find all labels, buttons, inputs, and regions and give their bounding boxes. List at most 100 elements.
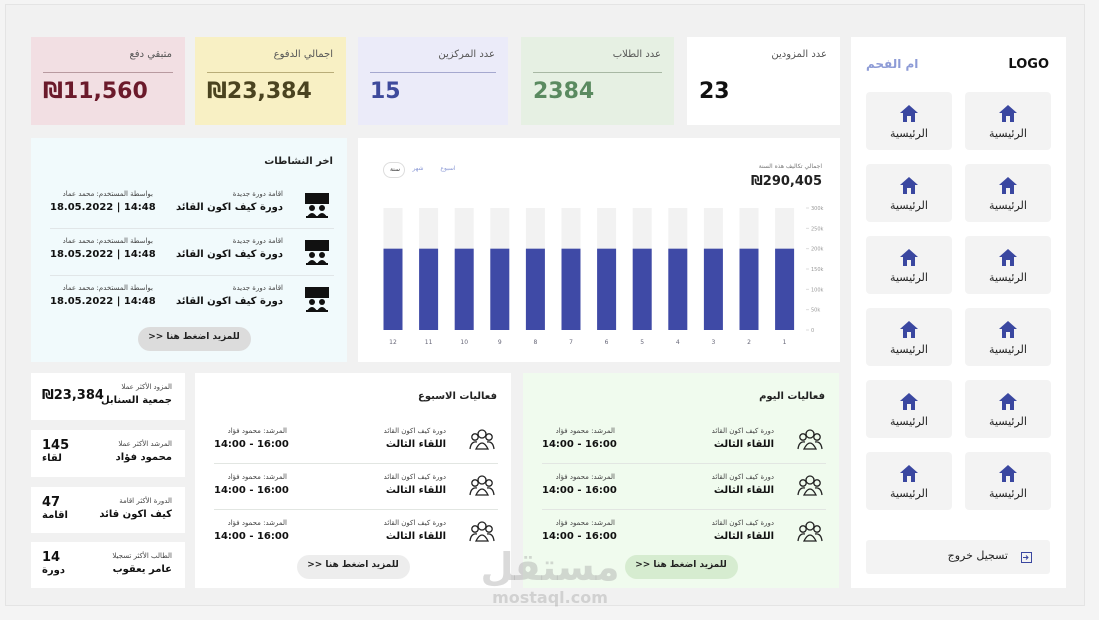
event-session: اللقاء الثالث — [385, 439, 446, 450]
event-session: اللقاء الثالث — [713, 439, 774, 450]
nav-label: الرئيسية — [890, 127, 928, 140]
activity-type: اقامة دورة جديدة — [232, 237, 283, 245]
event-session: اللقاء الثالث — [385, 531, 446, 542]
divider — [542, 463, 826, 464]
stat-label: عدد الطلاب — [612, 49, 661, 60]
home-icon — [900, 321, 918, 338]
period-tab[interactable]: اسبوع — [437, 162, 459, 178]
activity-user: بواسطة المستخدم: محمد عماد — [62, 190, 153, 198]
x-tick-label: 6 — [605, 339, 609, 346]
top-name: محمود فؤاد — [115, 452, 172, 463]
stat-value: 2384 — [533, 79, 595, 104]
event-session: اللقاء الثالث — [385, 485, 446, 496]
nav-label: الرئيسية — [890, 415, 928, 428]
bar — [419, 248, 439, 330]
divider — [50, 228, 334, 229]
home-icon — [900, 105, 918, 122]
x-tick-label: 1 — [783, 339, 787, 346]
logout-label: تسجيل خروج — [947, 549, 1008, 562]
event-mentor: المرشد: محمود فؤاد — [227, 427, 287, 435]
activity-course: دورة كيف اكون القائد — [176, 296, 283, 307]
more-button[interactable]: للمزيد اضغط هنا << — [138, 327, 251, 351]
city: ام الفحم — [866, 57, 919, 71]
watermark-en: mostaql.com — [492, 588, 608, 607]
nav-label: الرئيسية — [989, 199, 1027, 212]
top-label: الطالب الأكثر تسجيلا — [112, 552, 172, 560]
bar — [597, 248, 617, 330]
period-label: شهر — [412, 165, 424, 172]
activity-icon — [305, 193, 329, 218]
x-tick-label: 4 — [676, 339, 680, 346]
x-tick-label: 12 — [389, 339, 397, 346]
events-title: فعاليات الاسبوع — [418, 391, 497, 402]
logout-button[interactable]: تسجيل خروج — [866, 540, 1050, 574]
top-value: ₪23,384 — [42, 388, 104, 403]
stat-card: اجمالي الدفوع ₪23,384 — [195, 37, 346, 125]
event-course: دورة كيف اكون القائد — [383, 519, 446, 527]
y-tick-label: 100k — [811, 287, 824, 293]
more-button[interactable]: للمزيد اضغط هنا << — [625, 555, 738, 579]
nav-button[interactable]: الرئيسية — [965, 452, 1051, 510]
nav-button[interactable]: الرئيسية — [965, 308, 1051, 366]
home-icon — [999, 321, 1017, 338]
bar — [561, 248, 581, 330]
period-tab[interactable]: شهر — [407, 162, 429, 178]
stat-value: ₪11,560 — [43, 79, 148, 104]
period-tab[interactable]: سنة — [383, 162, 405, 178]
stat-divider — [699, 72, 828, 73]
activity-datetime: 18.05.2022 | 14:48 — [50, 249, 156, 260]
nav-label: الرئيسية — [989, 415, 1027, 428]
stat-card: عدد الطلاب 2384 — [521, 37, 674, 125]
top-card: المرشد الأكثر عملا محمود فؤاد 145 لقاء — [31, 430, 185, 477]
divider — [214, 463, 498, 464]
group-icon — [797, 475, 823, 496]
home-icon — [999, 393, 1017, 410]
chart-title: اجمالي تكاليف هذه السنة — [758, 163, 822, 170]
nav-button[interactable]: الرئيسية — [965, 236, 1051, 294]
event-course: دورة كيف اكون القائد — [383, 473, 446, 481]
nav-label: الرئيسية — [890, 487, 928, 500]
stat-divider — [207, 72, 334, 73]
nav-label: الرئيسية — [890, 343, 928, 356]
nav-label: الرئيسية — [989, 127, 1027, 140]
home-icon — [900, 249, 918, 266]
nav-button[interactable]: الرئيسية — [866, 92, 952, 150]
x-tick-label: 2 — [747, 339, 751, 346]
event-mentor: المرشد: محمود فؤاد — [555, 427, 615, 435]
period-label: اسبوع — [440, 165, 456, 172]
nav-button[interactable]: الرئيسية — [866, 452, 952, 510]
top-label: المرشد الأكثر عملا — [118, 440, 172, 448]
event-time: 14:00 - 16:00 — [542, 485, 617, 496]
home-icon — [999, 465, 1017, 482]
more-button[interactable]: للمزيد اضغط هنا << — [297, 555, 410, 579]
event-mentor: المرشد: محمود فؤاد — [227, 519, 287, 527]
nav-button[interactable]: الرئيسية — [866, 164, 952, 222]
nav-button[interactable]: الرئيسية — [866, 380, 952, 438]
home-icon — [900, 465, 918, 482]
bar — [632, 248, 652, 330]
nav-button[interactable]: الرئيسية — [866, 236, 952, 294]
top-value: 14 — [42, 550, 61, 565]
home-icon — [999, 105, 1017, 122]
top-card: الدورة الأكثر اقامة كيف اكون قائد 47 اقامة — [31, 487, 185, 533]
stat-card: عدد المزودين 23 — [687, 37, 840, 125]
stat-label: عدد المزودين — [771, 49, 827, 60]
nav-button[interactable]: الرئيسية — [965, 164, 1051, 222]
nav-button[interactable]: الرئيسية — [866, 308, 952, 366]
x-tick-label: 9 — [498, 339, 502, 346]
y-tick-label: 200k — [811, 247, 824, 253]
logout-icon — [1021, 552, 1032, 563]
event-time: 14:00 - 16:00 — [214, 531, 289, 542]
nav-label: الرئيسية — [890, 271, 928, 284]
activity-icon — [305, 287, 329, 312]
event-session: اللقاء الثالث — [713, 531, 774, 542]
activity-type: اقامة دورة جديدة — [232, 284, 283, 292]
nav-button[interactable]: الرئيسية — [965, 92, 1051, 150]
nav-button[interactable]: الرئيسية — [965, 380, 1051, 438]
activities-card: اخر النشاطات اقامة دورة جديدة دورة كيف اكو… — [31, 138, 347, 362]
watermark-ar: مستقل — [480, 545, 620, 589]
x-tick-label: 10 — [460, 339, 468, 346]
top-unit: اقامة — [42, 510, 68, 521]
y-tick-label: 300k — [811, 206, 824, 212]
activity-user: بواسطة المستخدم: محمد عماد — [62, 284, 153, 292]
